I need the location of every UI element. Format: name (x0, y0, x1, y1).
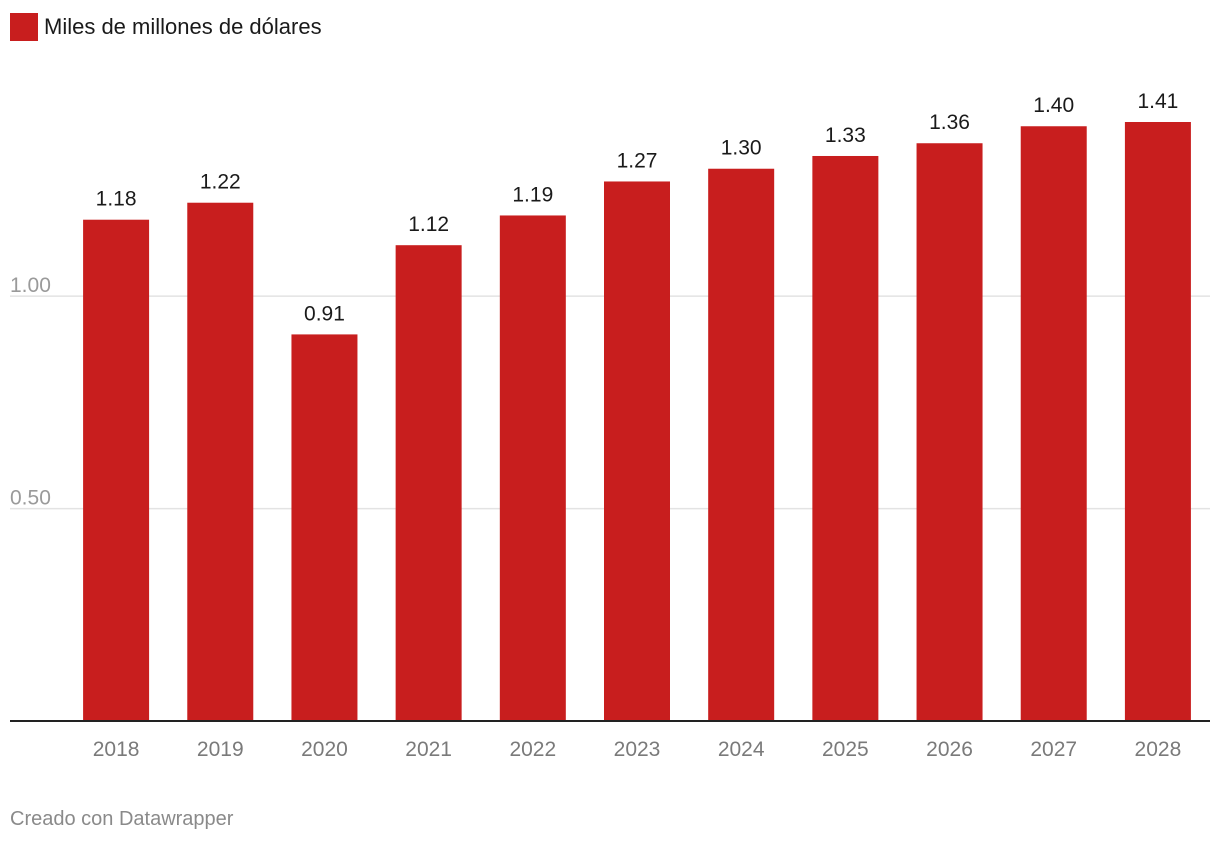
bar-2019 (187, 202, 254, 721)
bar-2023 (604, 181, 670, 722)
bar-value-label: 1.27 (617, 149, 658, 172)
bar-value-label: 1.40 (1033, 94, 1074, 117)
legend: Miles de millones de dólares (10, 12, 322, 42)
bar-value-label: 1.12 (408, 213, 449, 236)
legend-swatch (10, 13, 38, 41)
bar-value-label: 1.41 (1137, 90, 1178, 113)
x-tick-label: 2024 (718, 738, 765, 761)
x-tick-label: 2026 (926, 738, 973, 761)
x-tick-label: 2018 (93, 738, 140, 761)
credit-text: Creado con Datawrapper (10, 808, 234, 830)
x-tick-label: 2021 (405, 738, 452, 761)
bar-value-label: 0.91 (304, 302, 345, 325)
bar-2021 (395, 245, 462, 721)
bar-value-label: 1.19 (512, 183, 553, 206)
bar-2026 (916, 143, 983, 721)
x-tick-label: 2022 (509, 738, 556, 761)
bar-value-label: 1.30 (721, 137, 762, 160)
bar-value-label: 1.36 (929, 111, 970, 134)
bar-2024 (708, 168, 775, 722)
bar-2020 (291, 334, 358, 721)
legend-label: Miles de millones de dólares (44, 14, 322, 39)
bar-value-label: 1.33 (825, 124, 866, 147)
bar-2027 (1020, 126, 1087, 721)
bar-2028 (1124, 122, 1191, 721)
bar-2022 (499, 215, 566, 721)
y-tick-label: 0.50 (10, 487, 51, 510)
bar-value-label: 1.22 (200, 171, 241, 194)
x-tick-label: 2019 (197, 738, 244, 761)
bar-2025 (812, 155, 879, 721)
x-tick-label: 2020 (301, 738, 348, 761)
bar-2018 (83, 219, 150, 721)
x-tick-label: 2028 (1135, 738, 1182, 761)
x-tick-label: 2025 (822, 738, 869, 761)
x-tick-label: 2027 (1030, 738, 1077, 761)
bar-value-label: 1.18 (96, 188, 137, 211)
x-tick-label: 2023 (614, 738, 661, 761)
y-tick-label: 1.00 (10, 274, 51, 297)
